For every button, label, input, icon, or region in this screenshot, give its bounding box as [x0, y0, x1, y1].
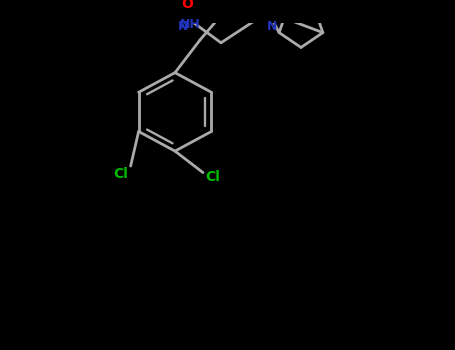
- Text: O: O: [181, 0, 193, 10]
- Text: Cl: Cl: [113, 167, 128, 181]
- Polygon shape: [261, 0, 271, 12]
- Text: NH: NH: [180, 18, 200, 30]
- Text: Cl: Cl: [206, 170, 220, 184]
- Text: N: N: [267, 20, 277, 33]
- Text: N: N: [178, 20, 188, 33]
